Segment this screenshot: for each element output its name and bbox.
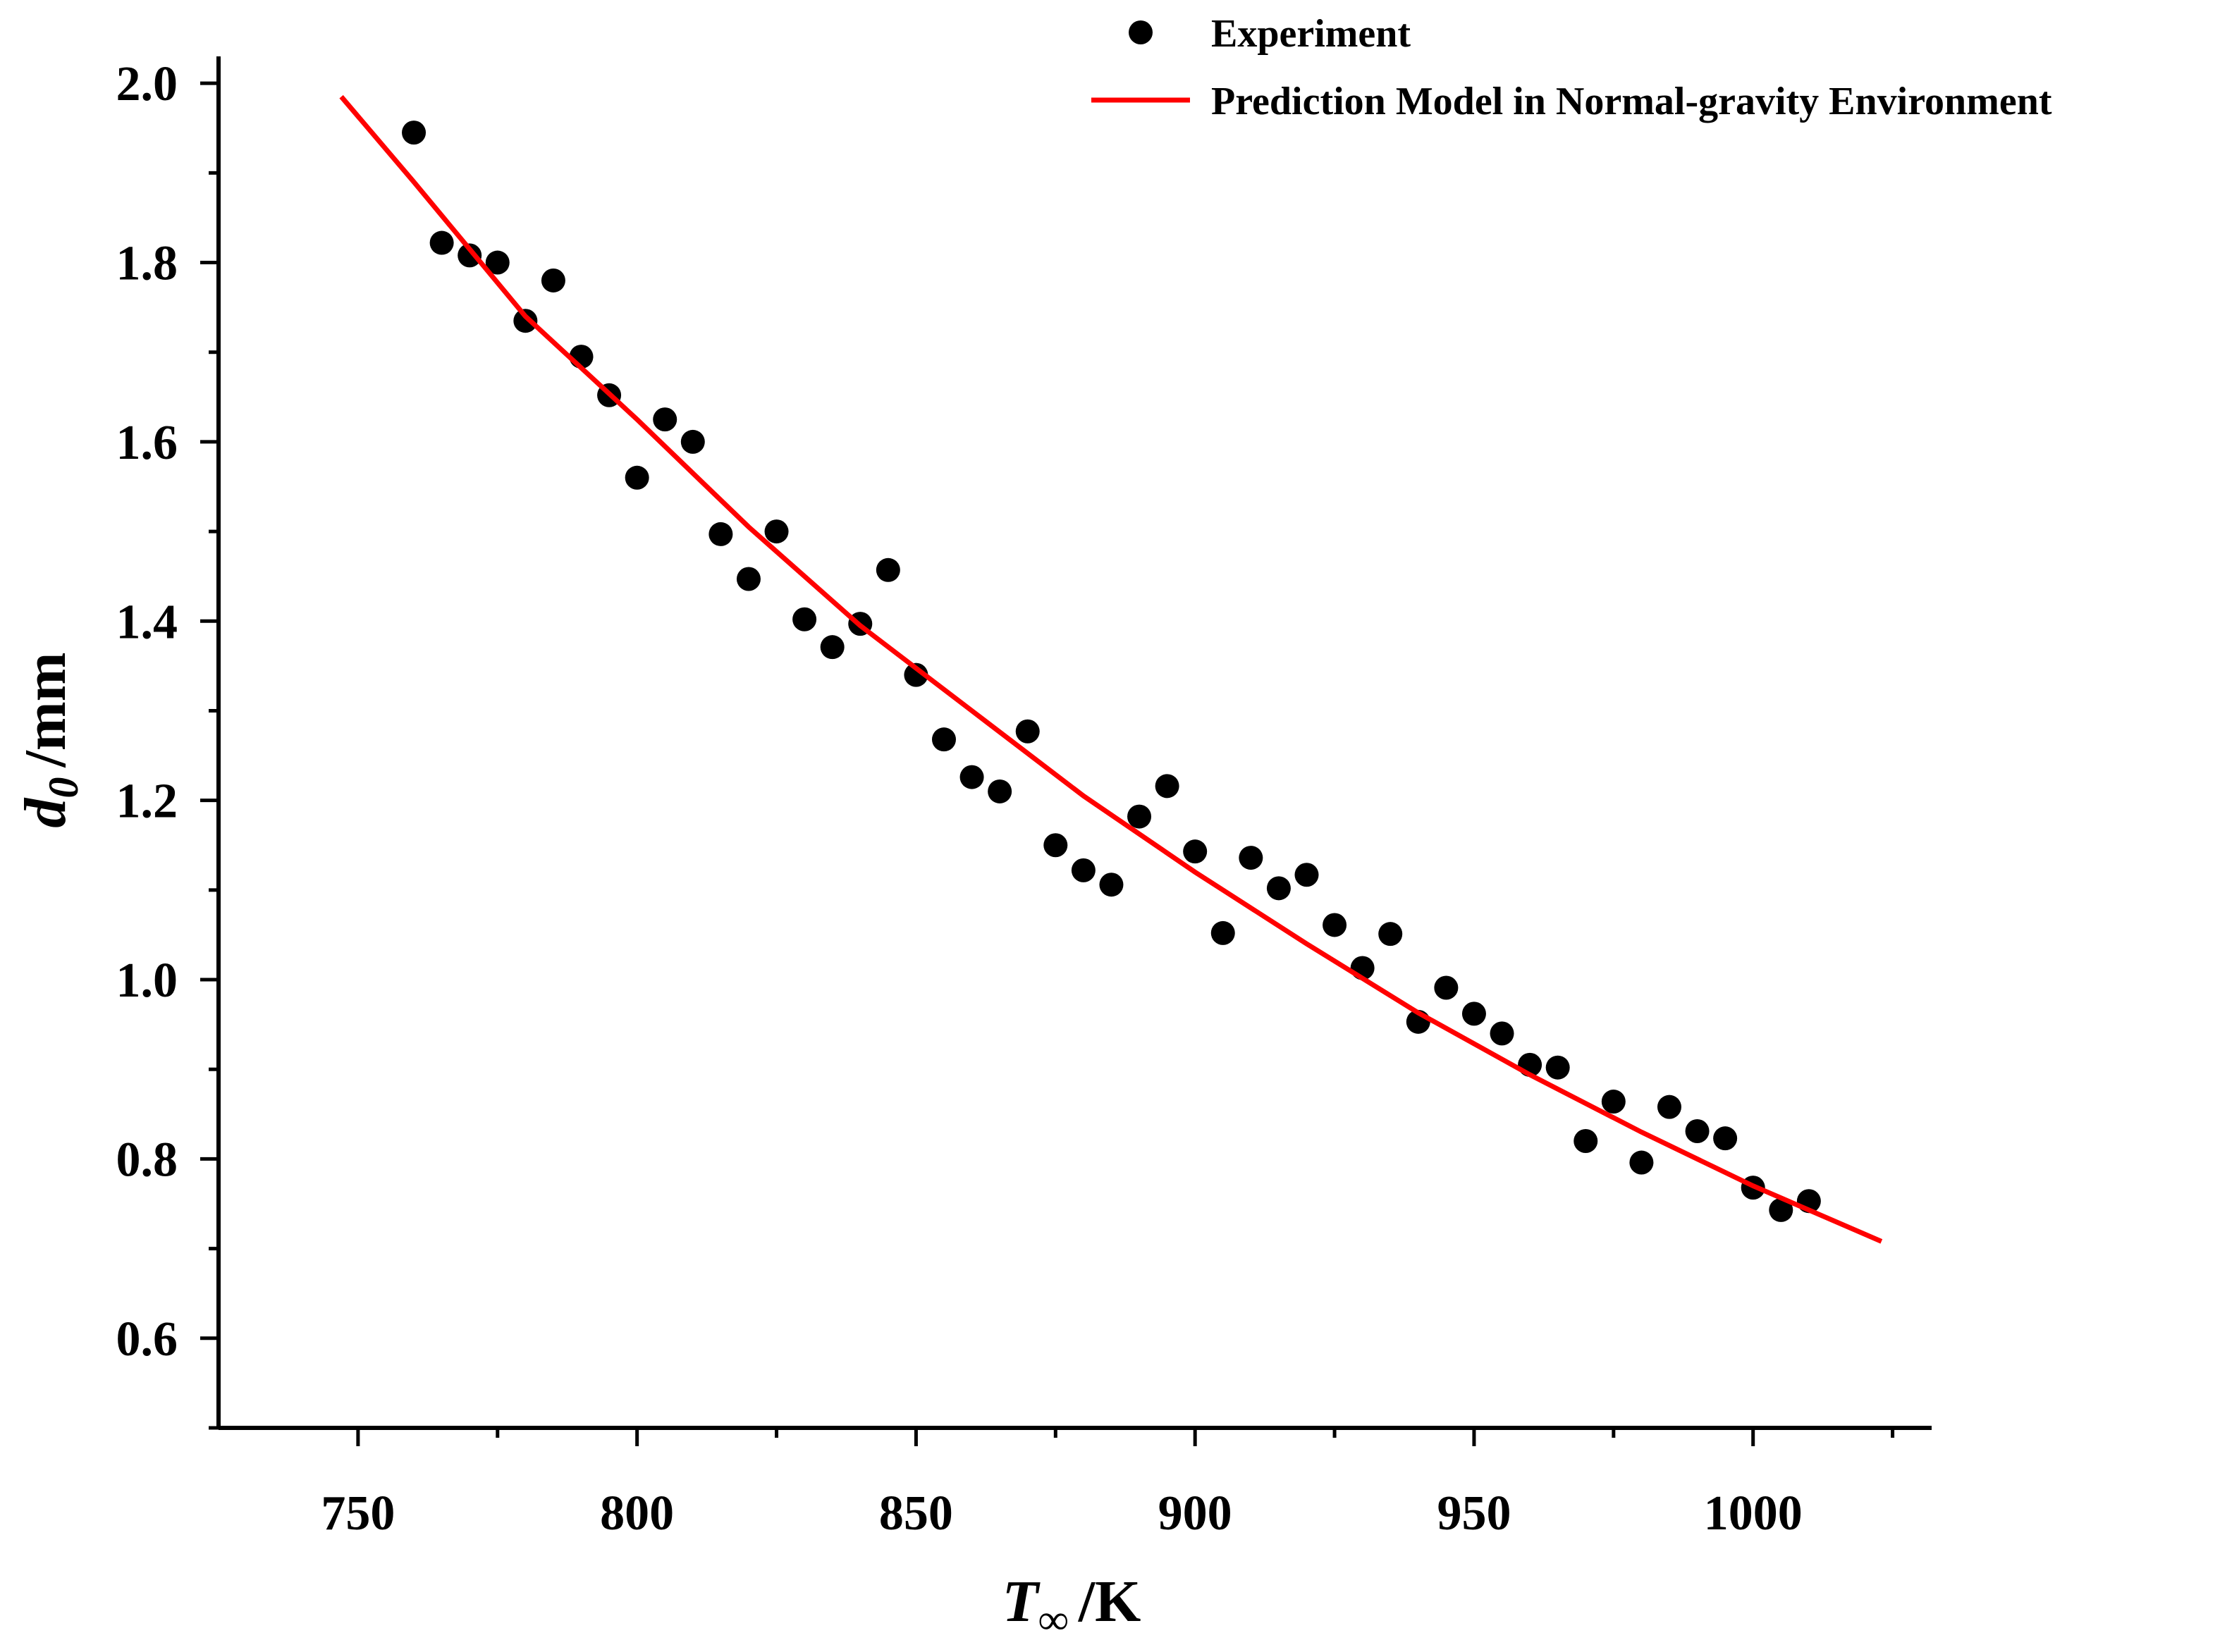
legend: Experiment Prediction Model in Normal-gr…: [1091, 12, 2052, 123]
data-point: [764, 519, 789, 544]
x-tick-label: 850: [879, 1486, 953, 1541]
y-tick-label: 0.6: [116, 1312, 178, 1367]
data-point: [931, 727, 956, 752]
scatter-points: [402, 121, 1821, 1222]
data-point: [1015, 719, 1040, 744]
y-tick-label: 2.0: [116, 57, 178, 111]
data-point: [402, 121, 427, 145]
y-axis-ticks: 0.6 0.8 1.0 1.2 1.4 1.6 1.8 2.0: [116, 57, 219, 1430]
data-point: [988, 779, 1012, 803]
y-axis-title: d0/mm: [13, 652, 87, 827]
legend-marker-experiment: [1129, 20, 1153, 44]
data-point: [876, 557, 900, 582]
y-tick-label: 1.2: [116, 775, 178, 829]
x-tick-label: 750: [321, 1486, 395, 1541]
data-point: [429, 230, 454, 255]
legend-label-model: Prediction Model in Normal-gravity Envir…: [1211, 80, 2052, 123]
legend-label-experiment: Experiment: [1211, 12, 1411, 56]
data-point: [1183, 839, 1208, 864]
x-tick-label: 1000: [1704, 1486, 1803, 1541]
y-tick-label: 0.8: [116, 1133, 178, 1187]
data-point: [736, 567, 761, 591]
data-point: [1574, 1128, 1598, 1153]
data-point: [1629, 1150, 1654, 1175]
data-point: [1490, 1021, 1514, 1046]
data-point: [653, 407, 677, 432]
data-point: [1323, 913, 1347, 937]
data-point: [625, 465, 649, 490]
data-point: [708, 522, 733, 546]
data-point: [1266, 876, 1291, 901]
data-point: [1239, 846, 1263, 870]
y-tick-label: 1.6: [116, 416, 178, 470]
data-point: [458, 243, 482, 268]
data-point: [959, 765, 984, 789]
data-point: [792, 607, 817, 631]
data-point: [1378, 922, 1403, 947]
y-tick-label: 1.4: [116, 595, 178, 649]
data-point: [513, 309, 538, 333]
data-point: [1071, 858, 1096, 882]
y-tick-label: 1.0: [116, 954, 178, 1008]
data-point: [1434, 975, 1459, 1000]
x-tick-label: 950: [1437, 1486, 1511, 1541]
data-point: [485, 250, 510, 275]
data-point: [820, 635, 845, 660]
data-point: [1713, 1126, 1738, 1151]
x-axis-ticks: 750 800 850 900 950 1000: [321, 1428, 1895, 1541]
x-tick-label: 900: [1158, 1486, 1232, 1541]
data-point: [1545, 1055, 1570, 1080]
data-point: [1601, 1090, 1626, 1114]
data-point: [1769, 1197, 1793, 1222]
data-point: [1155, 774, 1179, 799]
prediction-model-line: [339, 94, 1883, 1244]
data-point: [680, 429, 705, 454]
data-point: [1210, 920, 1235, 945]
data-point: [1099, 873, 1124, 897]
data-point: [1461, 1001, 1486, 1026]
data-point: [1043, 833, 1068, 858]
x-axis-title: T∞/K: [1002, 1569, 1141, 1643]
data-point: [1294, 863, 1319, 887]
data-point: [1127, 804, 1152, 829]
x-tick-label: 800: [600, 1486, 674, 1541]
data-point: [1685, 1119, 1710, 1144]
data-point: [1657, 1095, 1681, 1119]
y-tick-label: 1.8: [116, 237, 178, 291]
data-point: [904, 662, 928, 687]
data-point: [541, 268, 565, 292]
